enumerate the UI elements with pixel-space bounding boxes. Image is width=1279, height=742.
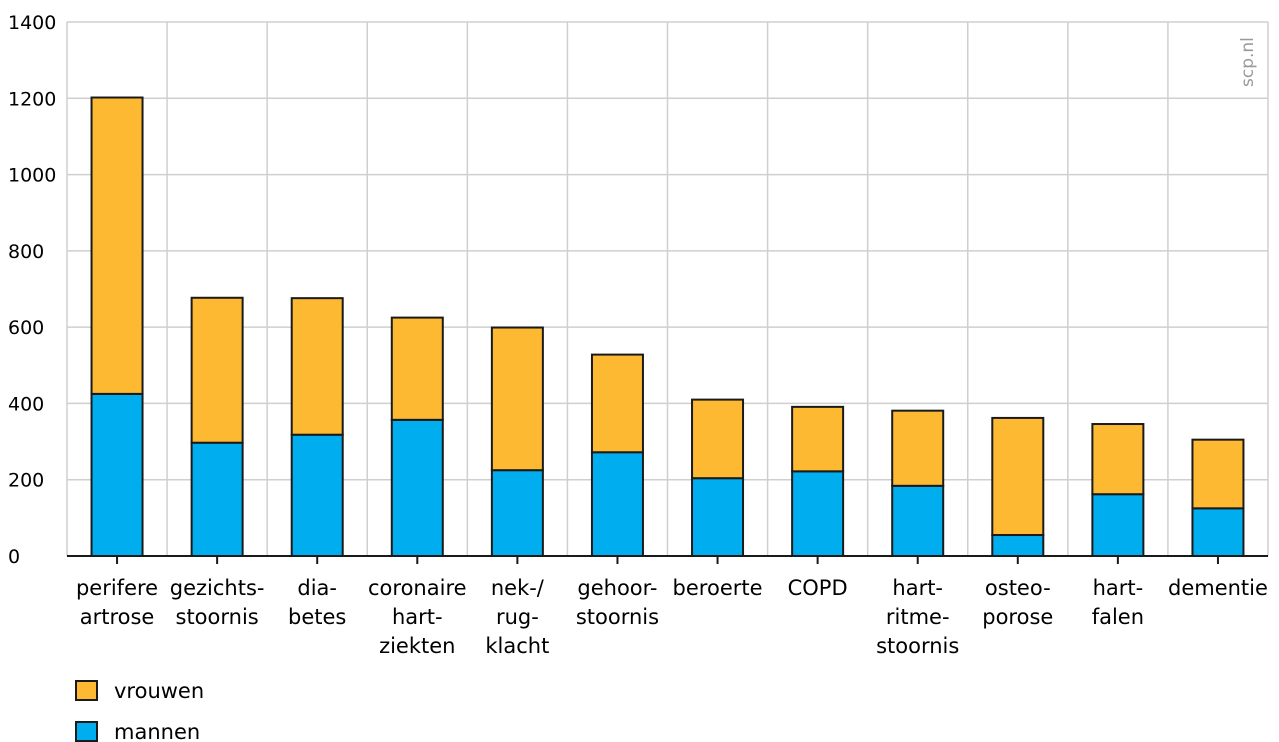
bar-vrouwen-0 <box>90 96 144 395</box>
y-tick-label: 200 <box>8 470 44 492</box>
grid <box>66 21 1269 556</box>
y-tick-label: 0 <box>8 546 20 568</box>
bar-mannen-3 <box>390 418 444 557</box>
bar-vrouwen-3 <box>390 316 444 421</box>
bar-vrouwen-1 <box>190 296 244 444</box>
bar-mannen-8 <box>891 484 945 557</box>
x-category-label: coronaire hart-ziekten <box>368 576 467 658</box>
legend-swatch-mannen <box>75 721 98 742</box>
bar-vrouwen-9 <box>991 416 1045 537</box>
x-category-label: dia-betes <box>288 576 346 629</box>
x-category-label: beroerte <box>673 576 763 600</box>
x-category-label: nek-/rug-klacht <box>485 576 549 658</box>
x-axis <box>67 555 1268 564</box>
bar-mannen-1 <box>190 441 244 558</box>
legend-swatch-vrouwen <box>75 680 98 701</box>
bar-mannen-4 <box>490 469 544 557</box>
y-tick-label: 800 <box>8 241 44 263</box>
bar-mannen-5 <box>590 451 644 558</box>
legend-label-mannen: mannen <box>114 720 200 742</box>
y-tick-label: 400 <box>8 393 44 415</box>
x-category-label: hart-falen <box>1092 576 1144 629</box>
y-axis-ticks: 0 200 400 600 800 1000 1200 1400 <box>8 12 56 568</box>
bar-vrouwen-5 <box>590 353 644 454</box>
x-category-label: hart-ritme-stoornis <box>876 576 959 658</box>
bar-vrouwen-6 <box>691 398 745 480</box>
bar-vrouwen-2 <box>290 297 344 436</box>
bar-mannen-10 <box>1091 493 1145 557</box>
y-tick-label: 1200 <box>8 88 56 110</box>
y-tick-label: 1000 <box>8 165 56 187</box>
bar-mannen-11 <box>1191 507 1245 558</box>
bar-vrouwen-11 <box>1191 438 1245 510</box>
bars <box>90 96 1245 558</box>
legend-label-vrouwen: vrouwen <box>114 679 204 703</box>
bar-vrouwen-10 <box>1091 423 1145 496</box>
legend: vrouwen mannen <box>75 679 204 742</box>
bar-mannen-0 <box>90 392 144 557</box>
source-watermark: scp.nl <box>1238 37 1258 87</box>
x-category-label: osteo-porose <box>982 576 1053 629</box>
y-tick-label: 1400 <box>8 12 56 34</box>
bar-vrouwen-4 <box>490 326 544 472</box>
bar-mannen-2 <box>290 433 344 558</box>
y-tick-label: 600 <box>8 317 44 339</box>
x-category-label: perifere artrose <box>76 576 158 629</box>
bar-vrouwen-8 <box>891 409 945 487</box>
x-category-label: dementie <box>1168 576 1268 600</box>
bar-vrouwen-7 <box>791 405 845 473</box>
x-category-label: gehoor-stoornis <box>576 576 659 629</box>
bar-mannen-9 <box>991 534 1045 557</box>
bar-mannen-6 <box>691 477 745 557</box>
x-category-label: COPD <box>788 576 848 600</box>
x-category-label: gezichts-stoornis <box>170 576 265 629</box>
bar-mannen-7 <box>791 470 845 557</box>
